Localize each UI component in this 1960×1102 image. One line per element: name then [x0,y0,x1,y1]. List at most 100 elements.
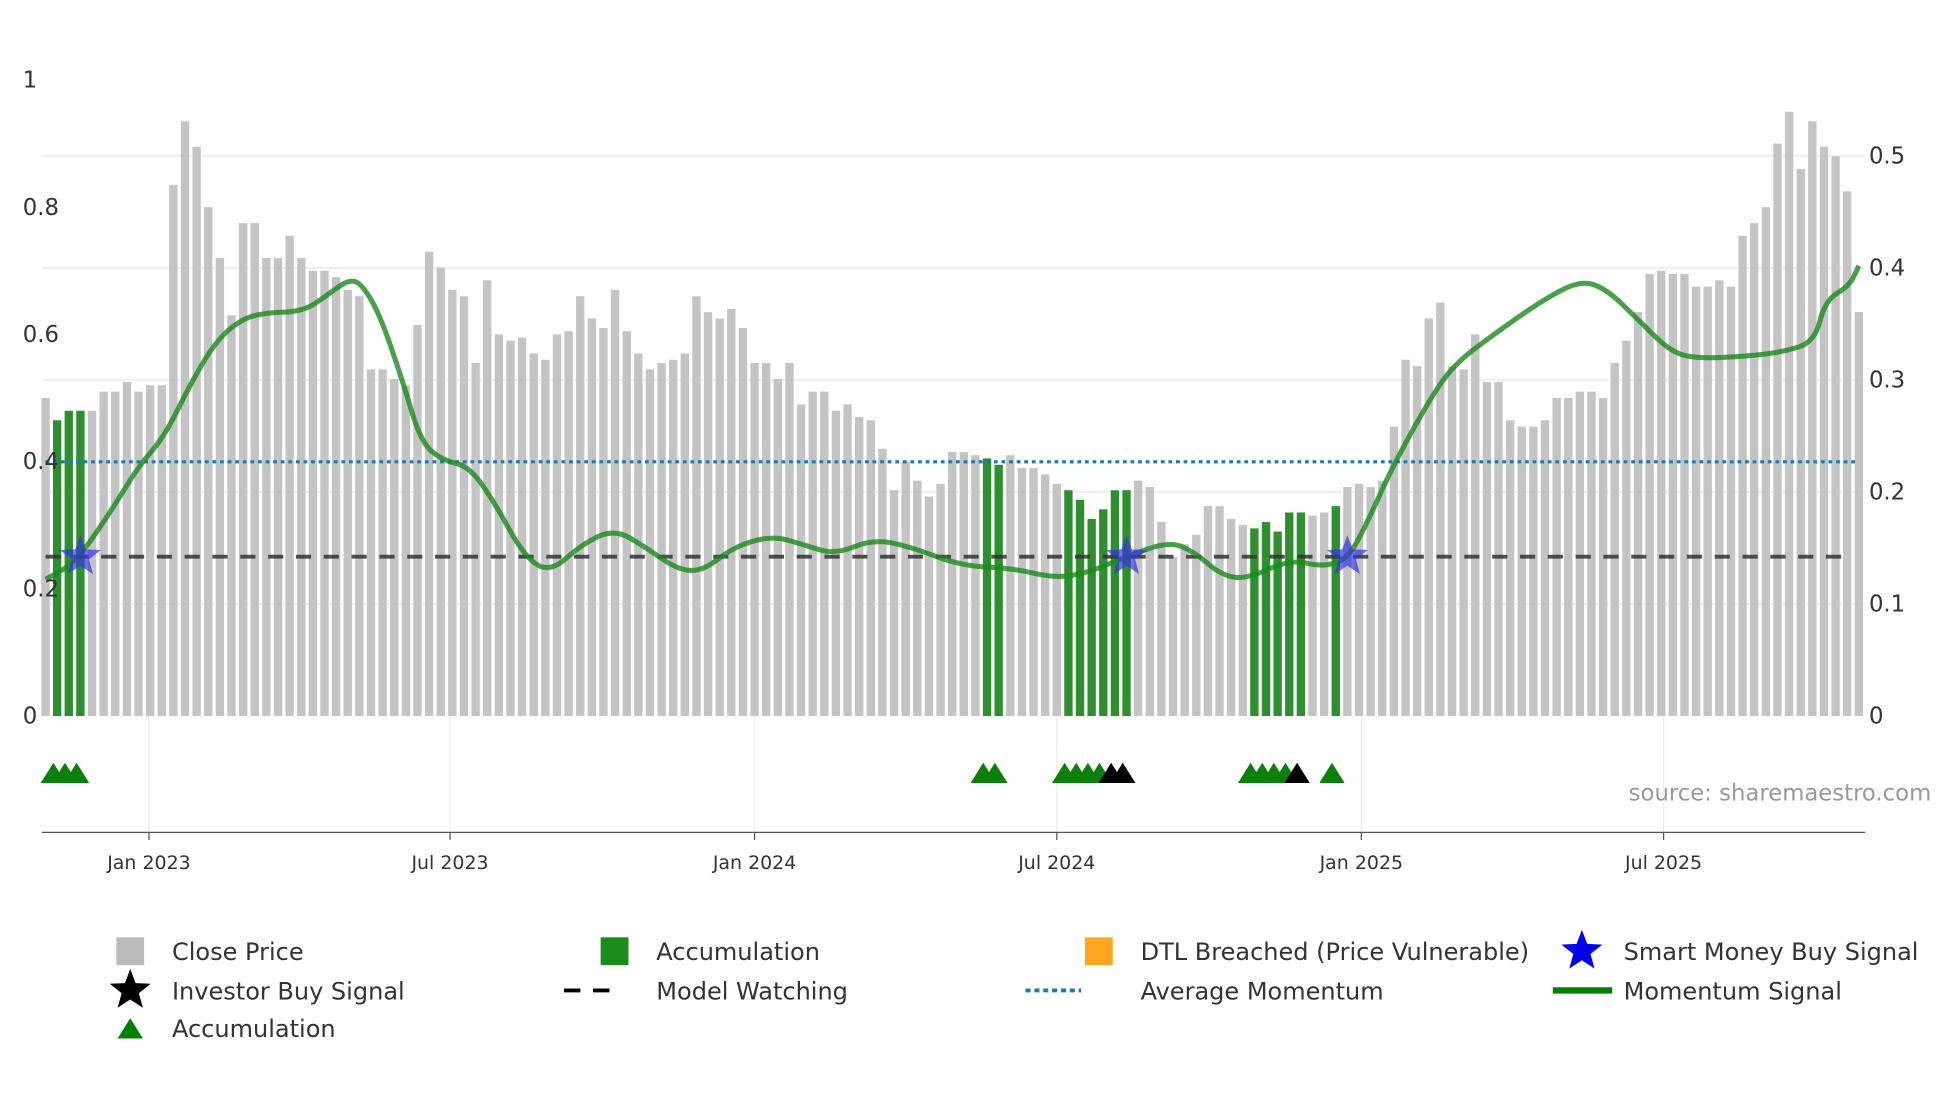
legend-label: Accumulation [172,1015,336,1043]
close-price-bar [448,289,457,717]
close-price-bar [1133,480,1143,717]
legend: Close Price Accumulation DTL Breached (Pri… [109,929,1918,1043]
close-price-bar [645,369,655,717]
close-price-bar [87,410,97,717]
close-price-bar [1366,487,1375,717]
close-price-bar [1052,483,1061,717]
close-price-bar [1168,557,1178,717]
close-price-bar [1389,426,1399,717]
legend-label: Model Watching [656,977,848,1005]
legend-label: Average Momentum [1141,977,1384,1005]
close-price-bar [1854,312,1864,717]
close-price-bar [517,337,527,717]
close-price-bar [541,359,550,717]
close-price-bar [610,289,620,717]
close-price-bar [1773,143,1782,717]
close-price-bar [971,455,980,717]
close-price-bar [308,270,318,717]
close-price-bar [622,331,631,717]
legend-square-icon [1084,937,1113,966]
legend-label: Momentum Signal [1624,977,1842,1005]
close-price-bar [134,391,143,717]
close-price-bar [355,296,364,717]
close-price-bar [1006,455,1015,717]
left-tick-label: 0.2 [23,576,59,602]
close-price-bar [529,353,538,717]
close-price-bar [157,385,166,717]
legend-square-icon [600,937,629,966]
close-price-bar [99,391,108,717]
legend-item[interactable]: Average Momentum [1025,977,1384,1005]
close-price-bar [111,391,120,717]
accumulation-bar [1331,506,1340,717]
close-price-bar [1192,534,1201,717]
close-price-bar [1459,369,1468,717]
accumulation-bar [1285,512,1294,717]
right-tick-label: 0 [1869,704,1883,730]
close-price-bar [1180,544,1189,717]
accumulation-bar [52,420,62,717]
accumulation-bar [1273,531,1282,717]
legend-label: Accumulation [656,938,820,966]
accumulation-triangle-icon [982,762,1008,784]
close-price-bar [657,363,666,717]
close-price-bar [1540,420,1550,717]
close-price-bar [1017,467,1027,717]
right-tick-label: 0.2 [1869,480,1905,506]
smart-money-star-icon [59,535,101,575]
close-price-bar [1668,273,1678,717]
close-price-bar [1691,286,1701,717]
close-price-bar [390,378,399,717]
legend-item[interactable]: Smart Money Buy Signal [1561,929,1918,969]
close-price-bar [250,223,259,717]
close-price-bar [1726,286,1736,717]
close-price-bar [378,369,387,717]
close-price-bar [924,496,934,717]
close-price-bar [889,490,899,717]
close-price-bar [1145,487,1154,717]
close-price-bar [483,280,492,717]
close-price-bar [1378,480,1387,717]
close-price-bar [331,277,341,717]
legend-item[interactable]: Momentum Signal [1552,977,1842,1005]
close-price-bar [1587,391,1596,717]
close-price-bar [831,410,841,717]
close-price-bar [343,289,352,717]
close-price-bar [1226,518,1236,717]
legend-item[interactable]: Close Price [116,937,304,966]
close-price-bar [587,318,597,717]
close-price-bar [401,385,411,717]
signal-markers [40,762,1345,784]
close-price-bar [238,223,248,717]
accumulation-bar [1261,522,1271,717]
legend-item[interactable]: Accumulation [117,1015,336,1043]
close-price-bar [1750,223,1759,717]
close-price-bar [1645,273,1654,717]
close-price-bar [1784,111,1794,717]
close-price-bar [1761,207,1771,717]
close-price-bar [1819,146,1829,717]
close-price-bar [413,324,422,717]
close-price-bar [1029,467,1038,717]
close-price-bar [1715,280,1724,717]
legend-item[interactable]: DTL Breached (Price Vulnerable) [1084,937,1529,966]
close-price-bar [1447,366,1457,717]
close-price-bar [1598,397,1608,717]
close-price-bar [1529,426,1538,717]
close-price-bar [1157,522,1166,717]
close-price-bar [669,359,678,717]
legend-item[interactable]: Investor Buy Signal [109,968,405,1008]
legend-item[interactable]: Model Watching [563,977,848,1005]
close-price-bar [494,334,504,717]
legend-label: Close Price [172,938,304,966]
legend-item[interactable]: Accumulation [600,937,820,966]
x-tick-label: Jul 2025 [1624,852,1702,874]
left-tick-label: 1 [23,68,37,94]
close-price-bar [1575,391,1585,717]
close-price-bar [692,296,701,717]
close-price-bar [436,267,445,717]
legend-star-icon [109,968,151,1008]
close-price-bar [855,417,864,717]
close-price-bar [459,296,469,717]
smart-money-stars [59,535,1368,575]
